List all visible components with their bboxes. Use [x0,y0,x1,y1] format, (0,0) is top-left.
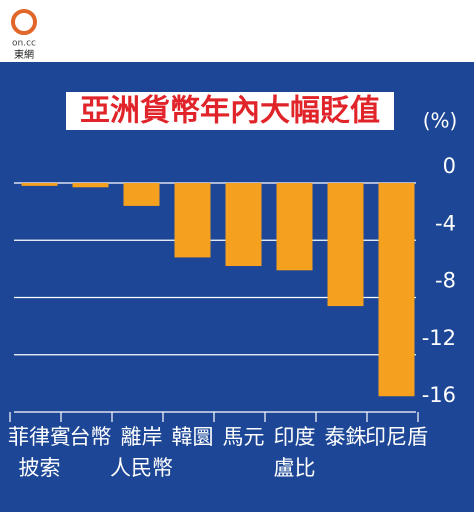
x-tick-label: 印尼盾 [365,425,428,449]
bar [174,183,211,258]
y-tick-label: 0 [443,154,456,178]
bar [72,183,109,188]
bar [21,183,58,186]
y-tick-label: -12 [422,326,456,350]
x-tick-label: 馬元 [222,425,265,449]
bar [276,183,313,271]
bar [225,183,262,267]
logo-mark: on.cc [12,39,36,49]
x-tick-label: 泰銖 [324,425,367,449]
logo-name: 東網 [14,48,34,61]
x-tick-label: 韓圜 [171,425,214,449]
chart-title: 亞洲貨幣年內大幅貶值 [80,94,380,129]
y-tick-label: -16 [422,383,456,407]
bar [327,183,364,307]
unit-label: (%) [423,109,458,133]
x-tick-label: 菲律賓 披索 [8,425,71,480]
x-tick-label: 印度 盧比 [273,425,316,480]
x-tick-label: 台幣 [69,425,112,449]
title-box [66,92,394,130]
bar [123,183,160,206]
logo-icon [11,9,37,35]
y-tick-label: -4 [435,211,456,235]
y-tick-label: -8 [435,269,456,293]
bar [378,183,415,397]
x-tick-label: 離岸 人民幣 [110,425,173,480]
